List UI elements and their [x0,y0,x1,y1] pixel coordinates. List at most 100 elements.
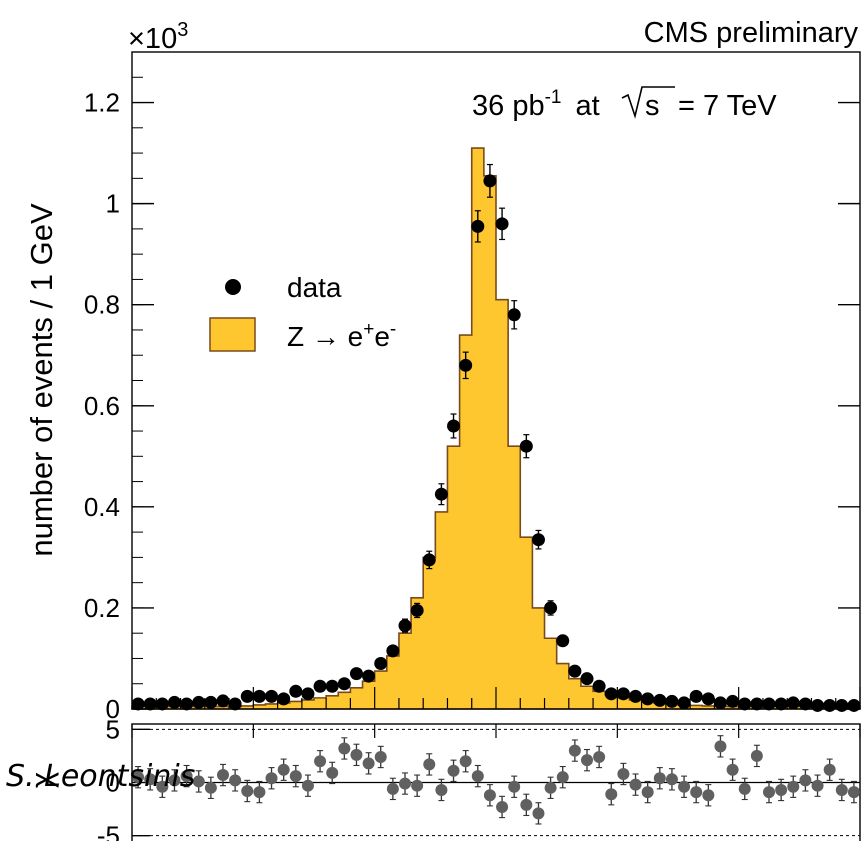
data-point [277,692,291,706]
data-point [362,669,376,683]
y-tick-label: 0 [106,694,120,724]
data-marker [786,696,800,710]
residual-point [483,784,496,807]
data-marker [689,689,703,703]
data-point [641,692,655,706]
data-point [495,207,509,241]
residual-marker [508,780,521,793]
data-marker [228,697,242,711]
data-marker [313,679,327,693]
y-axis-label: number of events / 1 GeV [24,203,59,557]
residual-marker [435,783,448,796]
residual-point [192,770,205,793]
data-point [447,413,461,439]
data-point [131,697,145,711]
residual-panel: 5 0 -5 [97,714,861,846]
data-marker [422,553,436,567]
data-point [228,697,242,711]
data-marker [349,667,363,681]
data-marker [398,619,412,633]
scale-label: ×103 [128,19,188,55]
data-marker [447,419,461,433]
residual-marker [483,789,496,802]
residual-marker [726,763,739,776]
legend-mc-label: Z → e+e- [287,319,396,352]
residual-marker [301,779,314,792]
residual-marker [581,754,593,767]
data-marker [483,174,497,188]
data-marker [677,696,691,710]
residual-marker [253,786,266,799]
residual-point [738,777,751,801]
energy-text: = 7 TeV [678,90,777,122]
residual-marker [823,763,836,776]
data-marker [604,687,618,701]
residual-point [811,774,824,797]
mc-histogram [131,147,861,710]
data-marker [653,693,667,707]
residual-point [835,778,848,802]
data-marker [362,669,376,683]
y-tick-label: 0.2 [84,593,120,623]
data-point [167,695,181,709]
residual-marker [471,770,484,783]
data-marker [495,217,509,231]
data-point [422,550,436,570]
residual-point [532,802,545,825]
residual-marker [617,767,630,780]
data-point [726,694,740,708]
residual-y-label: χ [24,772,59,788]
data-marker [519,439,533,453]
data-point [592,679,606,693]
residual-marker [326,766,339,779]
data-marker [325,679,339,693]
data-point [483,163,497,198]
residual-point [581,748,593,772]
residual-marker [629,778,642,791]
data-marker [471,219,485,233]
residual-marker [459,755,472,768]
residual-marker [229,774,242,787]
residual-marker [423,758,436,771]
residual-point [411,774,424,797]
residual-marker [241,785,254,798]
data-point [374,657,388,671]
data-marker [204,695,218,709]
residual-point [277,758,290,781]
data-point [665,694,679,708]
residual-point [714,735,727,758]
data-marker [726,694,740,708]
residual-marker [399,777,411,790]
data-point [811,698,825,712]
residual-point [314,750,327,773]
data-marker [713,696,727,710]
residual-point [775,778,788,802]
data-point [798,697,812,711]
data-marker [616,687,630,701]
data-point [434,483,448,506]
data-marker [774,697,788,711]
sqrt-symbol [621,86,675,119]
residual-marker [714,740,727,753]
data-marker [665,694,679,708]
residual-point [653,767,666,790]
residual-marker [132,771,145,784]
data-marker [337,677,351,691]
residual-point [690,780,703,804]
residual-point [374,745,387,769]
residual-marker [496,800,509,813]
legend: data Z → e+e- [209,272,396,352]
data-point [847,698,861,712]
data-point [701,692,715,706]
data-point [180,697,194,711]
residual-point [496,795,509,819]
data-point [750,697,764,711]
y-tick-label: 0.6 [84,391,120,421]
residual-point [338,737,351,760]
residual-point [471,764,484,788]
residual-point [787,775,800,798]
data-marker [701,692,715,706]
residual-point [435,778,448,802]
residual-marker [556,771,569,784]
residual-marker [374,750,387,763]
